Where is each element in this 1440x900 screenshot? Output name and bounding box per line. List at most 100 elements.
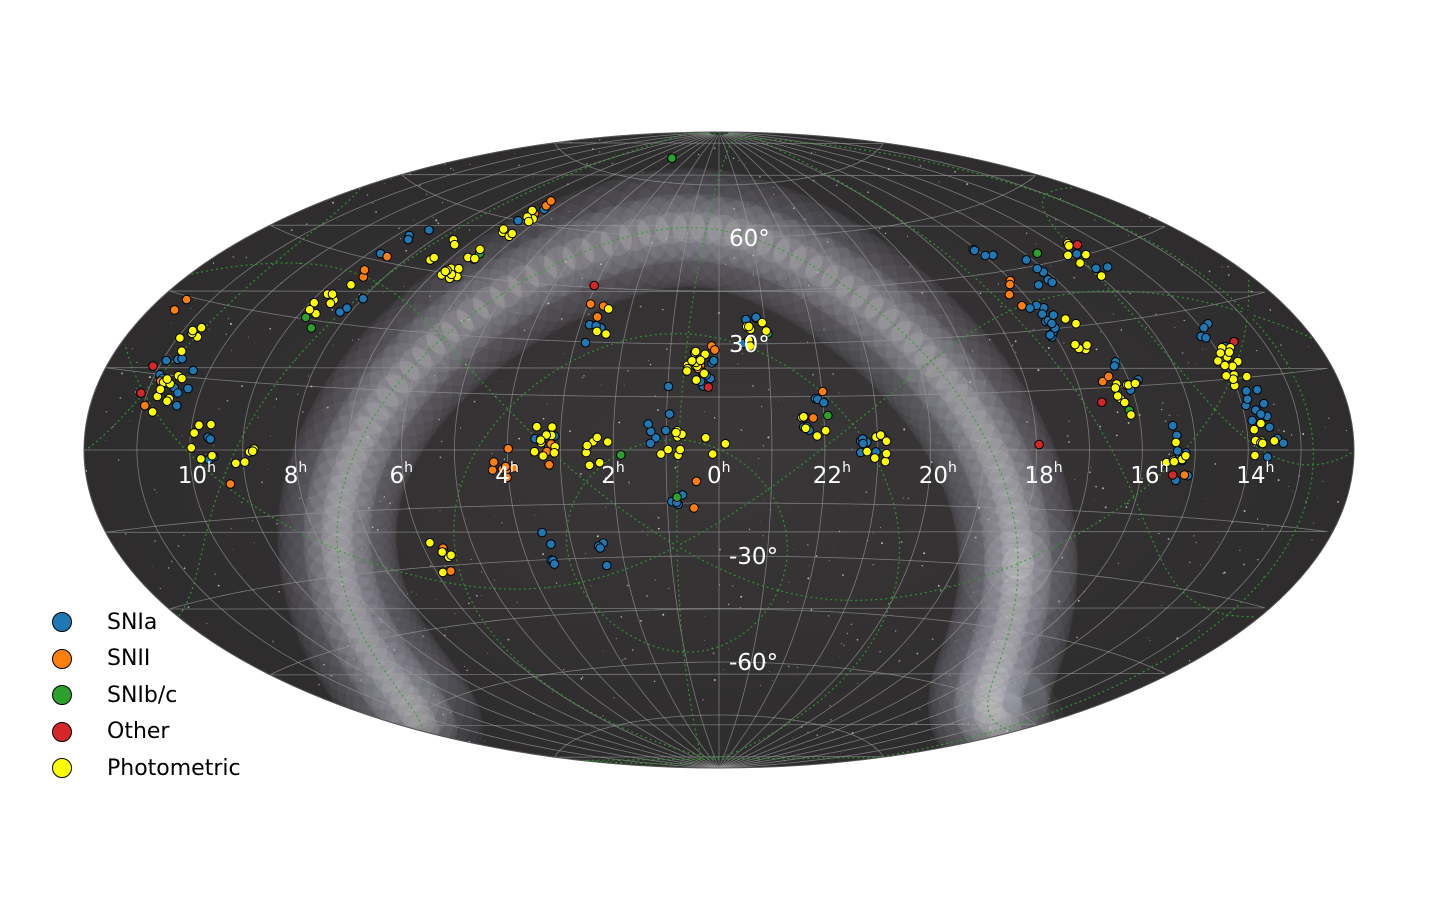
star [241,156,244,159]
milky-way-glow [672,211,705,244]
star [212,262,215,264]
star [1257,154,1259,156]
point-snia [1047,277,1057,288]
milky-way-glow [291,401,412,522]
star [501,522,503,524]
star [1288,486,1290,488]
star [532,176,534,178]
point-snia [1199,322,1209,333]
star [921,565,924,567]
star [1184,144,1186,145]
star [460,427,462,429]
star [433,634,435,636]
ra-tick-unit: h [722,460,731,476]
star [639,487,641,489]
point-photometric [1215,348,1226,358]
point-snibc [667,153,677,163]
star [1257,141,1259,142]
star [318,683,321,686]
milky-way-glow [932,393,1053,514]
star [812,373,814,376]
star [1167,538,1170,540]
star [326,406,329,409]
star [602,715,604,717]
point-photometric [690,346,701,357]
star [1330,734,1333,737]
star [1317,496,1318,498]
star [306,223,308,225]
star [1269,737,1271,739]
star [674,466,677,469]
star [519,500,520,502]
star [752,254,754,257]
star [1006,616,1009,619]
point-snii [585,299,596,309]
star [380,500,382,503]
point-photometric [498,224,509,234]
star [1256,518,1259,520]
star [468,229,471,231]
star [1258,581,1260,583]
milky-way-glow [619,196,688,265]
star [464,518,466,520]
point-snia [172,400,182,411]
star [131,410,133,412]
star [389,502,392,505]
star [267,468,269,470]
star [828,560,830,562]
dec-tick-label: -60° [729,650,778,676]
star [183,534,185,536]
star [302,411,304,413]
star [1197,234,1199,236]
star [940,586,941,587]
star [972,591,975,593]
point-photometric [1242,371,1252,382]
milky-way-glow [696,179,817,300]
milky-way-glow [957,489,1078,610]
star [225,333,227,335]
star [771,679,773,682]
milky-way-glow [987,464,1020,497]
star [489,315,491,316]
legend-marker-photometric [52,758,72,779]
star [217,245,218,246]
star [342,663,344,665]
milky-way-glow [918,352,987,421]
star [1215,686,1217,687]
point-photometric [155,384,166,395]
star [1059,609,1061,611]
star [251,132,253,133]
star [1266,282,1268,284]
star [232,255,235,258]
star [1312,656,1315,658]
star [830,256,832,258]
star [600,384,602,386]
star [1290,434,1293,436]
star [1123,303,1124,305]
star [937,441,939,444]
star [1313,522,1315,524]
star [560,318,563,320]
star [662,308,664,311]
star [351,472,353,474]
galactic-gridline [124,314,1312,590]
star [569,430,571,432]
star [744,163,746,165]
star [167,288,168,290]
star [432,694,435,696]
star [493,579,495,581]
point-snii [169,305,180,315]
star [949,675,951,677]
star [787,601,789,603]
point-snia [819,397,829,408]
milky-way-glow [563,212,632,281]
star [138,207,140,209]
star [1173,683,1175,685]
star [1336,696,1339,699]
star [1107,733,1109,735]
star [1127,163,1128,164]
star [473,400,476,403]
milky-way-glow [507,237,576,306]
star [1278,429,1280,431]
star [276,523,278,525]
